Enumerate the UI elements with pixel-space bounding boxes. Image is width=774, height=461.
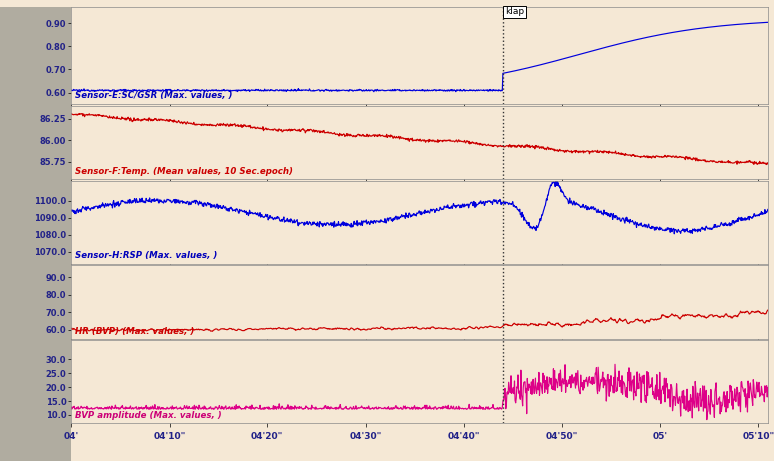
Text: Sensor-H:RSP (Max. values, ): Sensor-H:RSP (Max. values, ) (74, 251, 217, 260)
Text: Sensor-F:Temp. (Mean values, 10 Sec.epoch): Sensor-F:Temp. (Mean values, 10 Sec.epoc… (74, 167, 293, 176)
Text: Sensor-E:SC/GSR (Max. values, ): Sensor-E:SC/GSR (Max. values, ) (74, 91, 232, 100)
Text: klap: klap (505, 7, 524, 17)
Text: HR (BVP) (Max. values, ): HR (BVP) (Max. values, ) (74, 327, 194, 336)
Text: BVP amplitude (Max. values, ): BVP amplitude (Max. values, ) (74, 411, 221, 420)
